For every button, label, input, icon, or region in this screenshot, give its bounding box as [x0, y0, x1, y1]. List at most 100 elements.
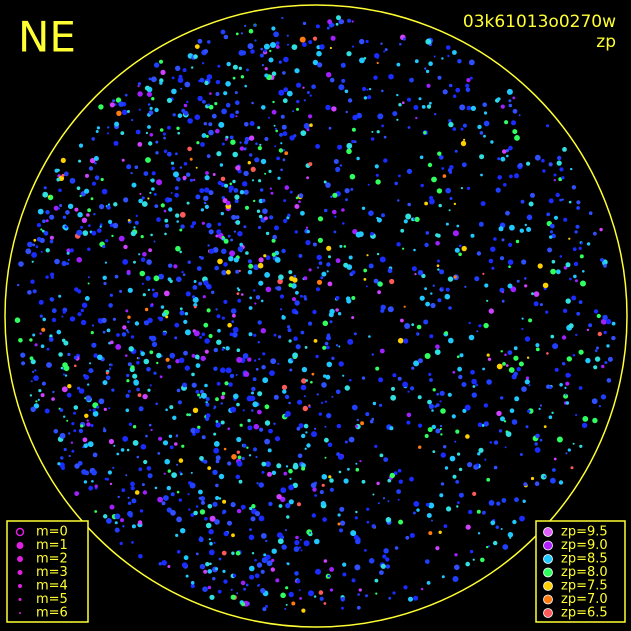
star: [371, 417, 375, 421]
star: [456, 505, 459, 508]
star: [301, 608, 306, 613]
star: [314, 427, 317, 430]
star: [304, 297, 308, 301]
star: [137, 142, 143, 147]
star: [213, 441, 220, 447]
direction-title: NE: [18, 13, 76, 62]
star: [134, 490, 140, 495]
star: [354, 516, 358, 520]
star: [383, 158, 388, 163]
star: [239, 146, 245, 151]
star: [591, 398, 598, 405]
star: [39, 314, 43, 318]
star: [208, 122, 213, 127]
star: [596, 346, 599, 350]
star: [163, 136, 166, 140]
star: [170, 192, 173, 194]
star: [200, 142, 205, 147]
star: [366, 88, 369, 91]
star: [294, 580, 297, 583]
star: [574, 279, 578, 283]
star: [388, 596, 392, 600]
star: [372, 401, 377, 406]
star: [483, 403, 489, 408]
star: [379, 453, 384, 458]
star: [141, 282, 144, 285]
star: [475, 463, 480, 467]
star: [376, 252, 380, 256]
star: [150, 178, 155, 183]
star: [52, 390, 55, 394]
star: [489, 441, 493, 444]
star: [214, 519, 220, 525]
star: [194, 428, 200, 434]
star: [87, 276, 90, 279]
star: [392, 591, 396, 595]
star: [151, 288, 155, 292]
star: [99, 204, 105, 210]
star: [285, 465, 289, 468]
star: [230, 406, 237, 413]
star: [168, 263, 173, 268]
mode-label: zp: [596, 32, 616, 52]
legend-m-label: m=3: [36, 565, 68, 580]
star: [66, 392, 72, 398]
star: [73, 429, 77, 433]
star: [398, 519, 404, 525]
star: [425, 231, 430, 235]
star: [585, 357, 591, 364]
star: [342, 562, 347, 567]
star: [285, 586, 289, 590]
star: [338, 470, 342, 474]
star: [376, 481, 380, 486]
star: [120, 448, 125, 452]
star: [88, 368, 94, 374]
star: [413, 595, 419, 601]
star: [90, 331, 94, 335]
star: [251, 409, 254, 412]
star: [578, 246, 582, 250]
star: [166, 97, 173, 103]
star: [258, 358, 261, 361]
star: [397, 337, 404, 344]
star: [264, 73, 269, 78]
star: [89, 157, 96, 164]
star: [229, 113, 235, 119]
star: [136, 387, 140, 392]
star: [251, 101, 254, 105]
star: [61, 173, 65, 177]
star: [268, 501, 273, 507]
star: [193, 280, 197, 283]
star: [578, 349, 584, 355]
star: [286, 562, 290, 566]
star: [586, 242, 591, 246]
star: [478, 447, 484, 453]
star: [164, 218, 169, 223]
star: [460, 187, 463, 190]
star: [61, 260, 67, 267]
star: [54, 168, 59, 173]
star: [241, 293, 244, 296]
star: [233, 257, 239, 263]
star: [424, 434, 429, 438]
star: [302, 86, 305, 89]
star: [419, 155, 424, 160]
star: [235, 215, 240, 220]
star: [559, 198, 562, 202]
star: [439, 269, 445, 275]
star: [131, 541, 134, 544]
star: [312, 36, 318, 41]
star: [368, 263, 374, 269]
star: [102, 380, 108, 386]
star: [490, 140, 494, 144]
star: [215, 308, 218, 311]
star: [319, 596, 324, 601]
star: [327, 442, 333, 448]
star: [380, 563, 386, 569]
legend-zp-marker: [543, 567, 553, 578]
star: [182, 273, 186, 277]
star: [294, 540, 300, 546]
star: [127, 320, 130, 324]
star: [317, 62, 323, 68]
star: [240, 32, 243, 35]
